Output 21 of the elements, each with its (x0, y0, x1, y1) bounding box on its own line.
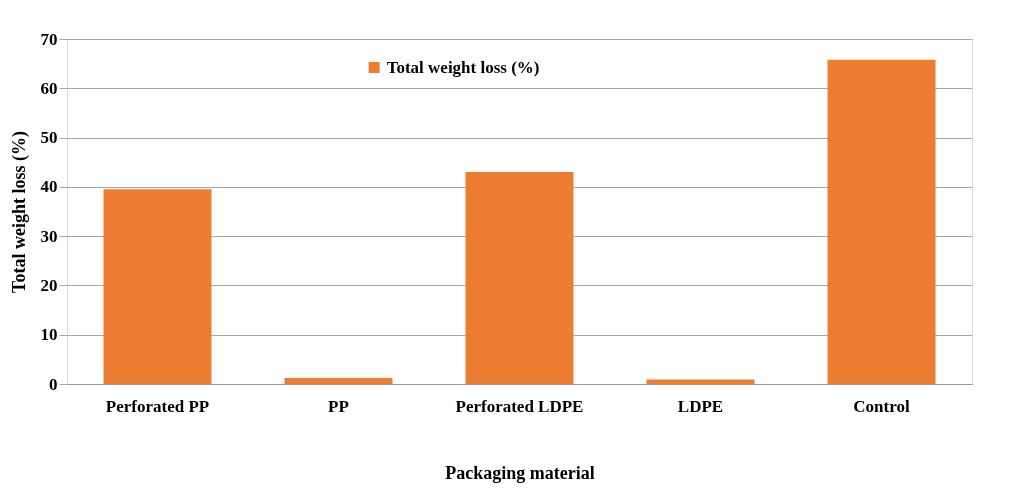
bar (103, 189, 212, 384)
y-tick-label: 40 (40, 177, 58, 197)
bar (465, 172, 574, 384)
y-tick-label: 60 (40, 78, 58, 98)
legend-label: Total weight loss (%) (386, 57, 540, 77)
x-axis-title: Packaging material (445, 462, 595, 483)
y-tick-label: 10 (40, 325, 58, 345)
x-tick-label: Perforated LDPE (455, 396, 584, 416)
y-tick-label: 70 (40, 29, 58, 49)
x-tick-label: LDPE (677, 396, 724, 416)
bar (827, 59, 936, 384)
x-tick-label: Control (853, 396, 910, 416)
y-tick-label: 30 (40, 226, 58, 246)
x-tick-label: Perforated PP (105, 396, 210, 416)
y-tick-label: 0 (49, 374, 58, 394)
x-tick-label: PP (328, 396, 349, 416)
y-tick-label: 50 (40, 128, 58, 148)
y-axis-title: Total weight loss (%) (8, 131, 30, 293)
y-tick-label: 20 (40, 275, 58, 295)
bar (284, 378, 393, 384)
bar (646, 379, 755, 384)
